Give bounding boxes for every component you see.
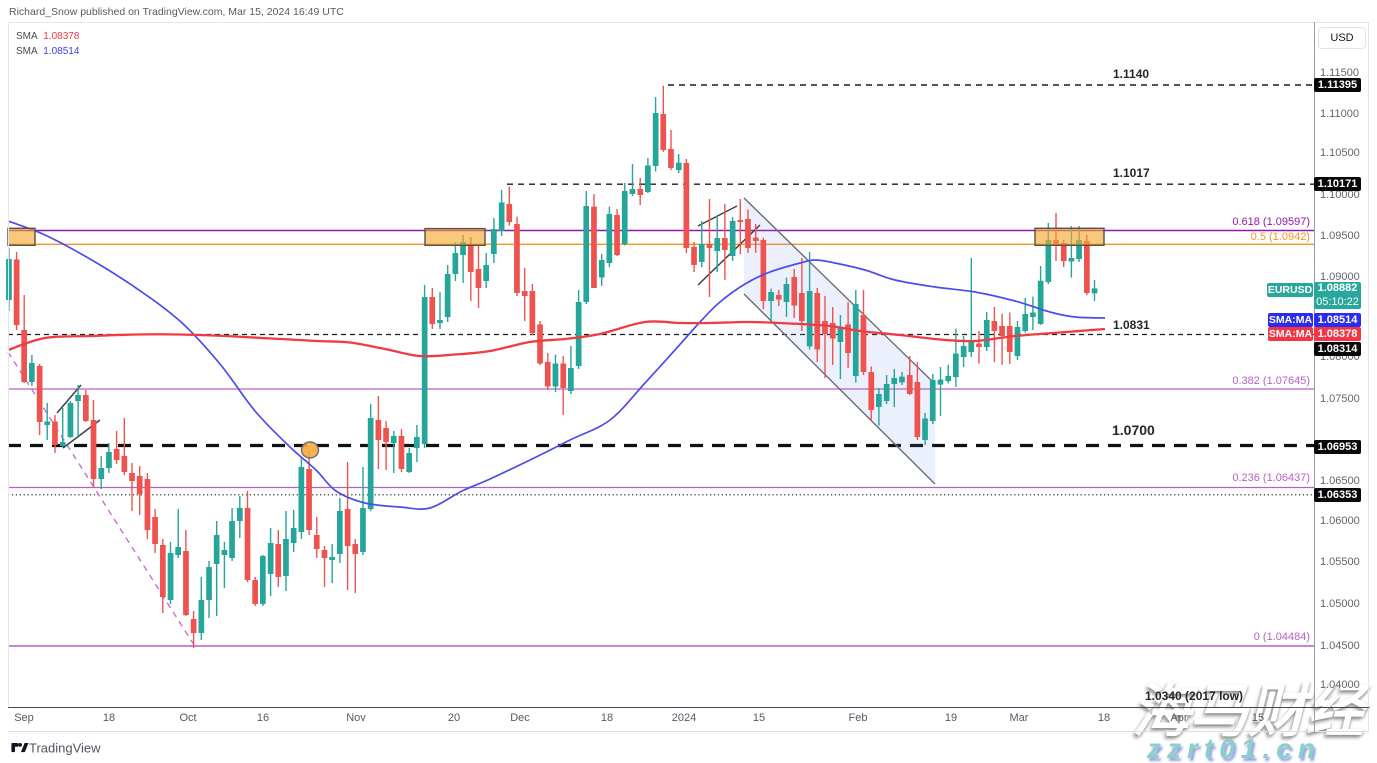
svg-text:TradingView: TradingView (29, 741, 101, 756)
